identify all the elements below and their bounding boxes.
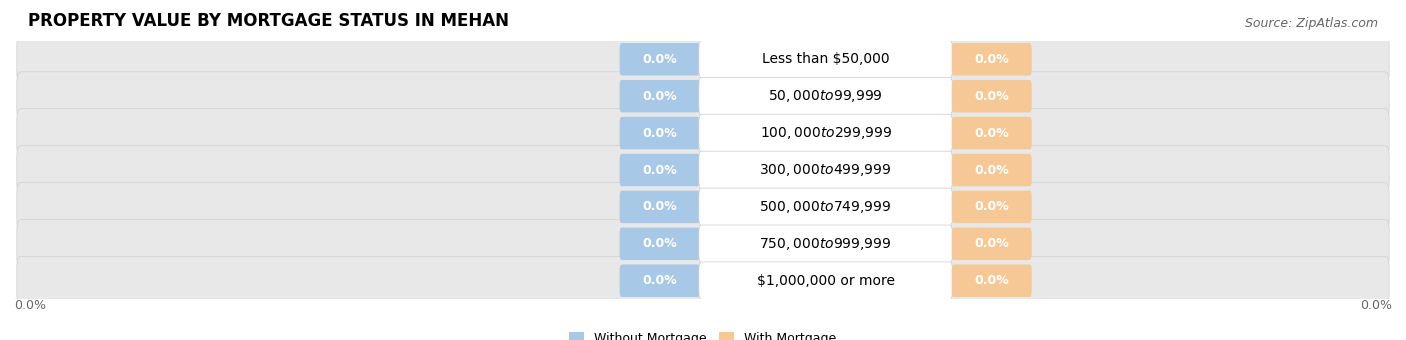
- FancyBboxPatch shape: [17, 72, 1389, 121]
- FancyBboxPatch shape: [952, 227, 1032, 260]
- FancyBboxPatch shape: [699, 40, 952, 78]
- Text: 0.0%: 0.0%: [643, 90, 676, 103]
- Text: 0.0%: 0.0%: [974, 200, 1010, 214]
- FancyBboxPatch shape: [699, 77, 952, 115]
- Text: $1,000,000 or more: $1,000,000 or more: [756, 274, 894, 288]
- Text: 0.0%: 0.0%: [643, 200, 676, 214]
- FancyBboxPatch shape: [17, 109, 1389, 157]
- Text: 0.0%: 0.0%: [643, 164, 676, 176]
- FancyBboxPatch shape: [699, 151, 952, 189]
- FancyBboxPatch shape: [620, 117, 700, 149]
- Text: Less than $50,000: Less than $50,000: [762, 52, 890, 66]
- FancyBboxPatch shape: [620, 80, 700, 113]
- Text: PROPERTY VALUE BY MORTGAGE STATUS IN MEHAN: PROPERTY VALUE BY MORTGAGE STATUS IN MEH…: [28, 13, 509, 31]
- FancyBboxPatch shape: [952, 154, 1032, 186]
- FancyBboxPatch shape: [620, 265, 700, 297]
- Text: 0.0%: 0.0%: [643, 237, 676, 250]
- FancyBboxPatch shape: [620, 154, 700, 186]
- Text: 0.0%: 0.0%: [974, 90, 1010, 103]
- FancyBboxPatch shape: [699, 262, 952, 300]
- FancyBboxPatch shape: [699, 225, 952, 263]
- Text: 0.0%: 0.0%: [974, 164, 1010, 176]
- FancyBboxPatch shape: [699, 188, 952, 226]
- FancyBboxPatch shape: [952, 43, 1032, 75]
- FancyBboxPatch shape: [17, 35, 1389, 84]
- Text: 0.0%: 0.0%: [643, 126, 676, 140]
- FancyBboxPatch shape: [620, 191, 700, 223]
- FancyBboxPatch shape: [699, 114, 952, 152]
- Text: 0.0%: 0.0%: [643, 53, 676, 66]
- Text: $50,000 to $99,999: $50,000 to $99,999: [768, 88, 883, 104]
- Text: 0.0%: 0.0%: [974, 237, 1010, 250]
- Text: $300,000 to $499,999: $300,000 to $499,999: [759, 162, 891, 178]
- Text: $500,000 to $749,999: $500,000 to $749,999: [759, 199, 891, 215]
- FancyBboxPatch shape: [620, 43, 700, 75]
- FancyBboxPatch shape: [952, 191, 1032, 223]
- FancyBboxPatch shape: [952, 117, 1032, 149]
- FancyBboxPatch shape: [620, 227, 700, 260]
- Legend: Without Mortgage, With Mortgage: Without Mortgage, With Mortgage: [564, 327, 842, 340]
- Text: $100,000 to $299,999: $100,000 to $299,999: [759, 125, 891, 141]
- FancyBboxPatch shape: [17, 219, 1389, 268]
- FancyBboxPatch shape: [952, 265, 1032, 297]
- Text: 0.0%: 0.0%: [643, 274, 676, 287]
- Text: 0.0%: 0.0%: [974, 53, 1010, 66]
- FancyBboxPatch shape: [17, 146, 1389, 194]
- FancyBboxPatch shape: [17, 183, 1389, 231]
- Text: Source: ZipAtlas.com: Source: ZipAtlas.com: [1246, 17, 1378, 31]
- FancyBboxPatch shape: [952, 80, 1032, 113]
- Text: 0.0%: 0.0%: [14, 299, 46, 312]
- Text: 0.0%: 0.0%: [1360, 299, 1392, 312]
- FancyBboxPatch shape: [17, 256, 1389, 305]
- Text: 0.0%: 0.0%: [974, 274, 1010, 287]
- Text: $750,000 to $999,999: $750,000 to $999,999: [759, 236, 891, 252]
- Text: 0.0%: 0.0%: [974, 126, 1010, 140]
